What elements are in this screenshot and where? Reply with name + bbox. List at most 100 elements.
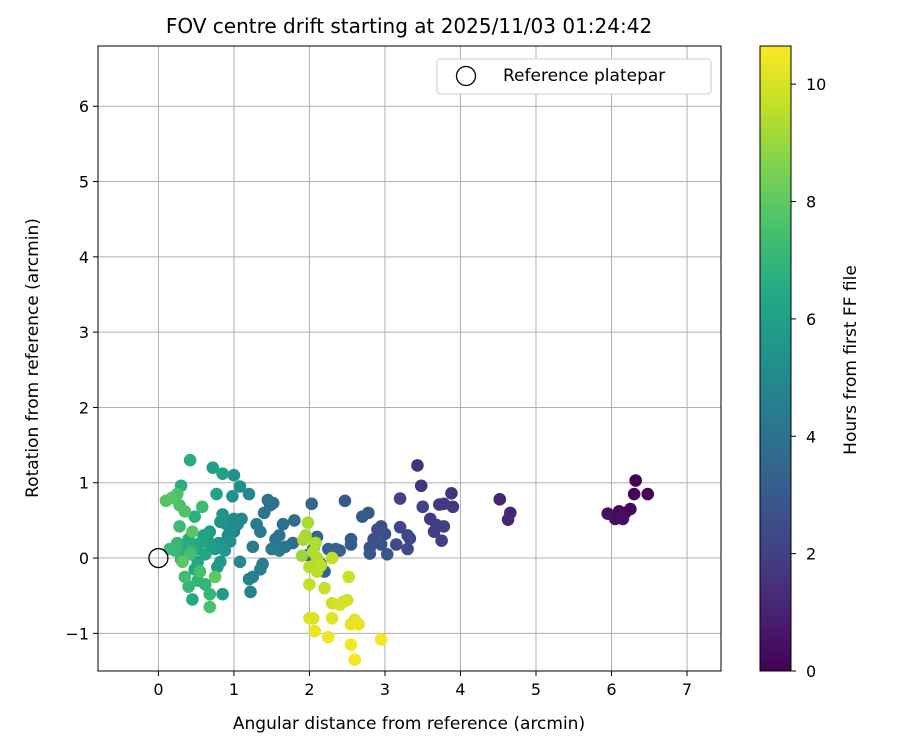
x-tick-label: 2 <box>304 680 314 699</box>
x-tick-label: 6 <box>606 680 616 699</box>
reference-platepar-marker <box>148 547 169 569</box>
data-point <box>435 534 448 548</box>
legend-label-reference: Reference platepar <box>503 66 665 86</box>
colorbar-tick-label: 4 <box>806 427 816 446</box>
data-point <box>333 598 346 612</box>
data-point <box>203 587 217 601</box>
data-point <box>414 479 428 493</box>
data-point <box>308 624 322 638</box>
data-point <box>627 487 641 501</box>
data-point <box>295 549 309 563</box>
x-axis-label: Angular distance from reference (arcmin) <box>233 714 585 734</box>
data-point <box>246 540 260 554</box>
x-tick-label: 5 <box>531 680 541 699</box>
data-point <box>178 570 192 584</box>
x-tick-label: 3 <box>380 680 390 699</box>
data-point <box>325 551 339 565</box>
data-point <box>297 533 310 547</box>
data-point <box>265 542 278 556</box>
data-point <box>306 611 320 625</box>
colorbar-ticks: 0 2 4 6 8 10 <box>791 75 826 681</box>
data-point <box>178 505 192 518</box>
y-tick-label: −1 <box>65 624 89 643</box>
x-tick-label: 1 <box>229 680 239 699</box>
y-tick-label: 3 <box>79 323 89 342</box>
data-point <box>226 490 239 503</box>
x-tick-label: 7 <box>682 680 692 699</box>
data-point <box>338 494 352 508</box>
data-point <box>227 468 241 482</box>
data-point <box>195 500 209 514</box>
data-point <box>218 544 232 557</box>
data-point <box>389 538 403 551</box>
y-tick-label: 1 <box>79 474 89 493</box>
data-point <box>208 570 222 584</box>
grid-lines <box>98 46 721 671</box>
data-point <box>216 587 229 601</box>
data-point <box>214 515 227 529</box>
data-point <box>374 538 388 551</box>
data-point <box>210 487 223 501</box>
data-point <box>342 570 356 584</box>
data-point <box>322 630 335 644</box>
data-point <box>242 487 256 501</box>
data-point <box>278 540 292 554</box>
data-point <box>393 492 407 505</box>
data-point <box>276 517 290 531</box>
data-point <box>165 491 179 505</box>
data-point <box>269 532 282 546</box>
colorbar-label: Hours from first FF file <box>841 265 861 455</box>
legend-box <box>436 58 712 95</box>
plot-frame <box>97 45 722 672</box>
colorbar-tick-label: 6 <box>806 310 816 329</box>
data-point <box>356 510 369 523</box>
data-point <box>501 513 515 526</box>
data-point <box>445 486 458 500</box>
x-tick-label: 0 <box>153 680 163 699</box>
data-point <box>393 520 407 534</box>
data-point <box>257 506 271 520</box>
data-point <box>433 498 446 511</box>
data-point <box>288 514 301 527</box>
data-point <box>176 555 189 569</box>
colorbar-gradient <box>759 45 792 672</box>
data-point <box>206 461 220 474</box>
legend-marker-reference <box>455 65 477 87</box>
data-point <box>183 453 197 467</box>
data-point <box>193 565 207 578</box>
data-point <box>233 480 247 493</box>
data-point <box>314 559 328 572</box>
data-point <box>371 523 384 536</box>
colorbar: 0 2 4 6 8 10 Hours from first FF file <box>759 45 861 681</box>
data-point <box>198 578 212 591</box>
y-tick-label: 6 <box>79 97 89 116</box>
data-point <box>305 497 319 511</box>
data-point <box>401 542 414 556</box>
x-tick-label: 4 <box>455 680 465 699</box>
data-point <box>250 517 263 531</box>
data-point <box>601 507 615 520</box>
colorbar-tick-label: 2 <box>806 545 816 564</box>
data-point <box>352 618 365 631</box>
y-tick-label: 4 <box>79 248 89 267</box>
data-point <box>403 532 417 545</box>
data-point <box>188 510 201 523</box>
data-point <box>173 520 186 533</box>
scatter-series <box>148 453 655 667</box>
data-point <box>182 580 195 593</box>
data-point <box>348 653 362 667</box>
data-point <box>203 600 217 614</box>
data-point <box>629 474 642 487</box>
data-point <box>427 525 441 538</box>
data-point <box>242 572 256 586</box>
data-point <box>344 538 358 551</box>
data-point <box>416 500 430 514</box>
data-point <box>211 560 224 574</box>
y-tick-label: 0 <box>79 549 89 568</box>
data-point <box>186 593 199 606</box>
data-point <box>303 578 316 591</box>
chart-title: FOV centre drift starting at 2025/11/03 … <box>166 14 652 38</box>
data-point <box>616 512 630 526</box>
